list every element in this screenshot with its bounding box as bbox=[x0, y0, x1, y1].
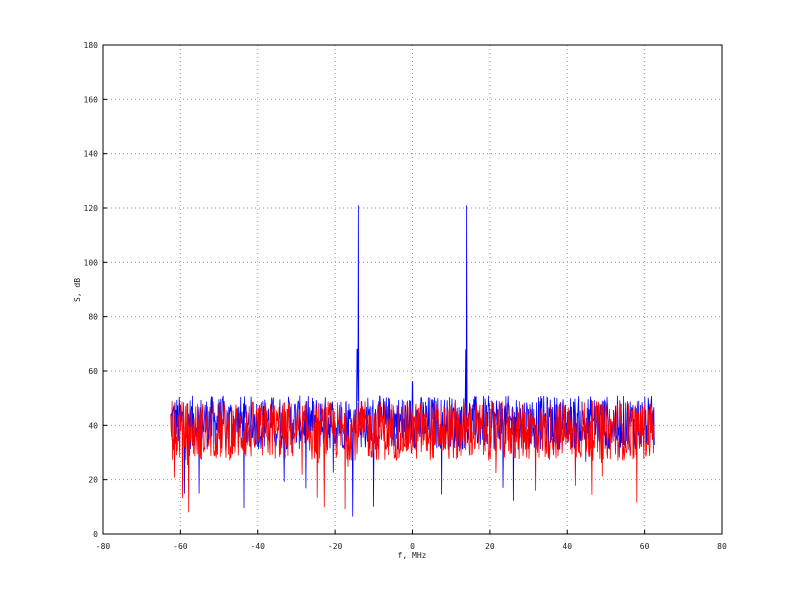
y-tick-label: 100 bbox=[84, 258, 99, 267]
x-tick-label: 80 bbox=[717, 542, 727, 551]
x-tick-label: -20 bbox=[328, 542, 343, 551]
y-tick-label: 20 bbox=[88, 476, 98, 485]
grid bbox=[102, 44, 723, 535]
tick-labels: -80 -60 -40 -20 0 20 40 60 80 0 20 40 60 80 100 120 140 1… bbox=[84, 41, 727, 551]
series-line-1 bbox=[170, 205, 655, 517]
x-tick-label: 40 bbox=[562, 542, 572, 551]
series-line-2 bbox=[170, 400, 655, 513]
y-tick-label: 80 bbox=[88, 313, 98, 322]
y-tick-label: 140 bbox=[84, 150, 99, 159]
x-axis-label: f, MHz bbox=[398, 551, 427, 560]
x-tick-label: -60 bbox=[173, 542, 188, 551]
y-tick-label: 60 bbox=[88, 367, 98, 376]
y-tick-label: 120 bbox=[84, 204, 99, 213]
x-tick-label: 0 bbox=[410, 542, 415, 551]
x-tick-label: -40 bbox=[251, 542, 266, 551]
plot-frame bbox=[102, 44, 723, 535]
y-axis-label: S, dB bbox=[73, 278, 82, 302]
series-layer bbox=[170, 205, 655, 517]
y-tick-label: 160 bbox=[84, 95, 99, 104]
x-tick-label: -80 bbox=[96, 542, 111, 551]
y-tick-label: 180 bbox=[84, 41, 99, 50]
x-tick-label: 60 bbox=[640, 542, 650, 551]
y-tick-label: 40 bbox=[88, 421, 98, 430]
y-tick-label: 0 bbox=[93, 530, 98, 539]
x-tick-label: 20 bbox=[485, 542, 495, 551]
